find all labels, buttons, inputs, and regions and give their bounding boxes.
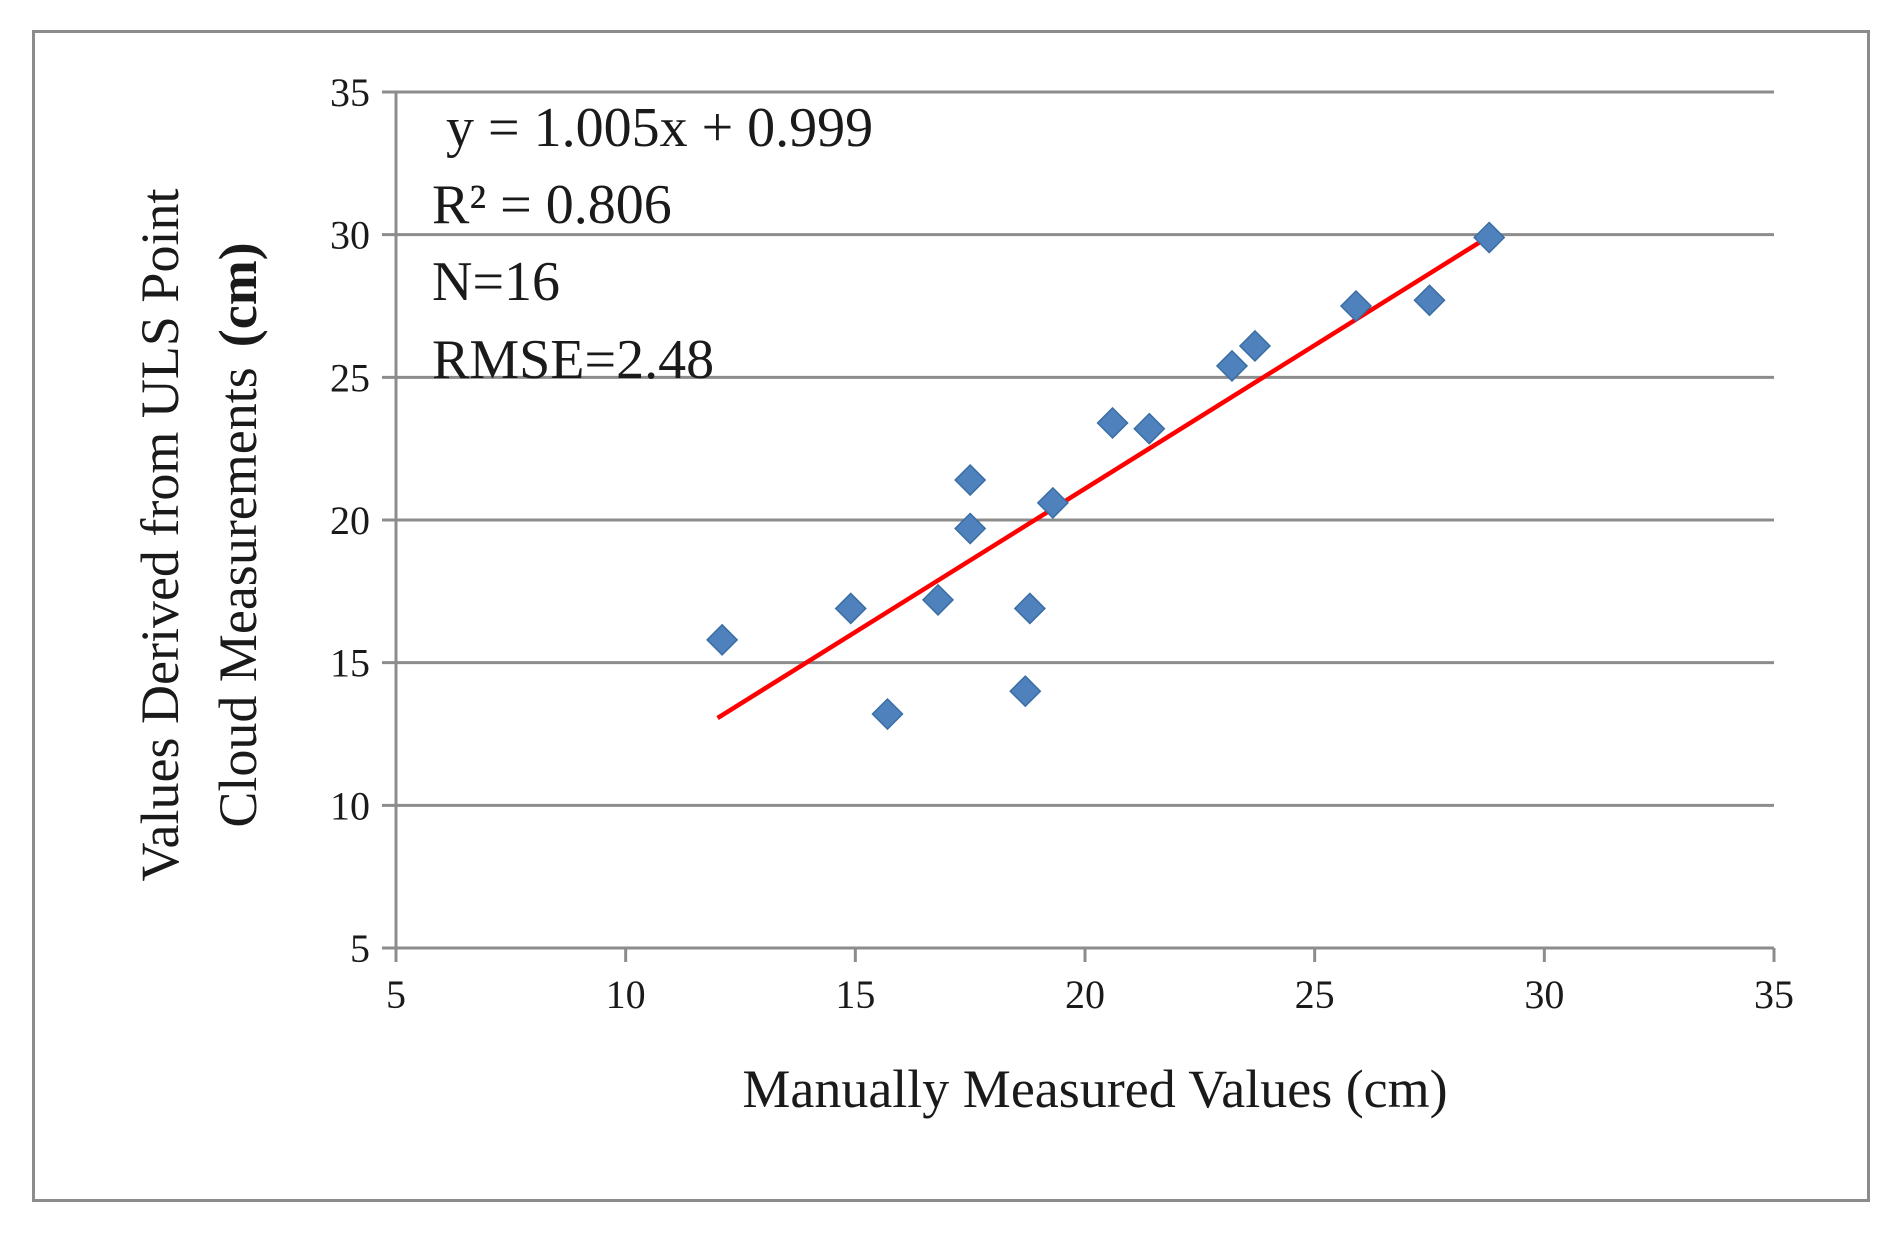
data-point	[1096, 406, 1129, 440]
data-point	[706, 623, 739, 656]
data-point	[1473, 221, 1506, 254]
y-axis-title-unit: (cm)	[208, 242, 268, 347]
x-tick-label: 20	[1065, 972, 1105, 1017]
y-axis-title-line-2: Cloud Measurements (cm)	[208, 242, 268, 827]
x-tick-label: 10	[606, 972, 646, 1017]
equation-annotation: y = 1.005x + 0.999	[446, 97, 873, 159]
y-tick-labels: 5 10 15 20 25 30 35	[330, 70, 370, 971]
data-point	[1339, 289, 1373, 323]
sample-size-annotation: N=16	[432, 251, 560, 313]
data-point	[1036, 486, 1069, 519]
data-point	[1215, 349, 1249, 382]
y-tick-label: 10	[330, 783, 370, 828]
trendline	[716, 234, 1491, 720]
x-tick-labels: 5 10 15 20 25 30 35	[386, 972, 1794, 1017]
y-tick-label: 25	[330, 355, 370, 400]
data-point	[1009, 675, 1042, 708]
rmse-annotation: RMSE=2.48	[432, 329, 714, 391]
r-squared-annotation: R² = 0.806	[432, 174, 672, 236]
data-point	[1238, 329, 1272, 363]
gridlines	[382, 90, 1774, 807]
data-point	[1133, 412, 1166, 445]
axes	[382, 92, 1776, 962]
y-axis-title-main: Cloud Measurements	[208, 367, 268, 827]
x-tick-label: 25	[1295, 972, 1335, 1017]
y-tick-label: 35	[330, 70, 370, 115]
x-tick-label: 30	[1524, 972, 1564, 1017]
data-point	[954, 512, 987, 545]
y-tick-label: 15	[330, 641, 370, 686]
data-point	[1013, 592, 1046, 625]
y-tick-label: 5	[350, 926, 370, 971]
x-tick-label: 15	[835, 972, 875, 1017]
y-axis-title: Values Derived from ULS Point Cloud Meas…	[130, 189, 268, 882]
y-tick-label: 30	[330, 213, 370, 258]
x-tick-label: 35	[1754, 972, 1794, 1017]
y-tick-label: 20	[330, 498, 370, 543]
chart-frame	[32, 30, 1870, 1202]
x-axis-title: Manually Measured Values (cm)	[742, 1059, 1447, 1119]
y-axis-title-line-1: Values Derived from ULS Point	[130, 189, 190, 882]
data-point	[921, 583, 955, 616]
data-points	[706, 221, 1506, 731]
data-point	[834, 592, 867, 625]
x-tick-label: 5	[386, 972, 406, 1017]
data-point	[1413, 284, 1446, 317]
data-point	[954, 463, 987, 497]
data-point	[871, 697, 904, 731]
trendline-group	[716, 234, 1491, 720]
